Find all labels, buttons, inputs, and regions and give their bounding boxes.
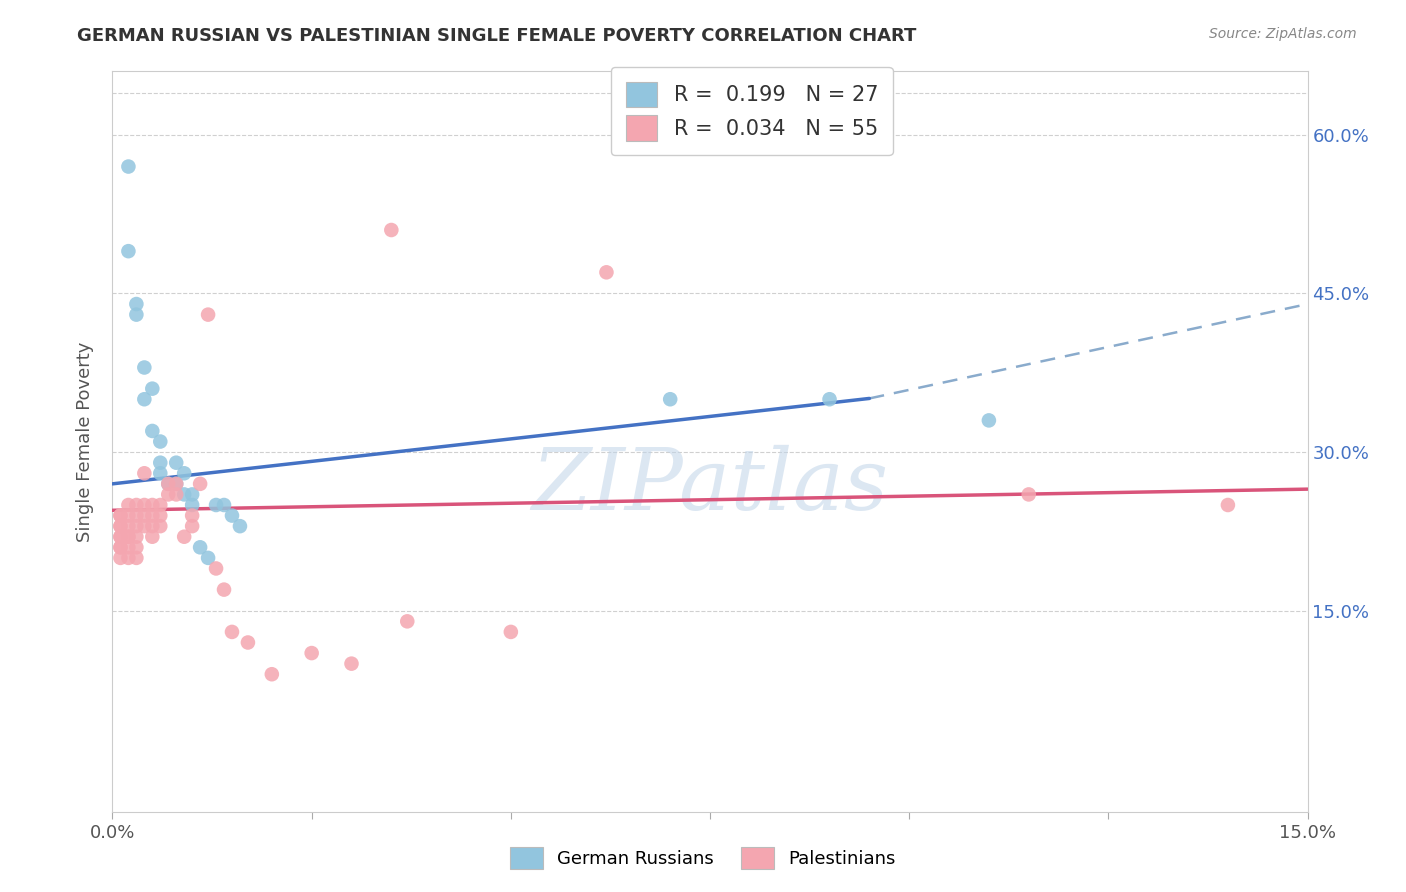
Point (149, 508, 172, 523)
Point (236, 635, 259, 649)
Text: GERMAN RUSSIAN VS PALESTINIAN SINGLE FEMALE POVERTY CORRELATION CHART: GERMAN RUSSIAN VS PALESTINIAN SINGLE FEM… (77, 27, 917, 45)
Point (141, 519, 163, 533)
Point (110, 530, 132, 544)
Point (134, 498, 156, 512)
Point (181, 498, 204, 512)
Point (212, 498, 235, 512)
Point (659, 392, 682, 407)
Point (157, 476, 180, 491)
Point (188, 476, 211, 491)
Point (117, 530, 139, 544)
Point (125, 519, 148, 533)
Point (117, 160, 139, 174)
Point (125, 297, 148, 311)
Point (595, 265, 617, 279)
Point (125, 550, 148, 565)
Point (149, 456, 172, 470)
Point (134, 467, 156, 481)
Point (197, 550, 219, 565)
Point (205, 498, 228, 512)
Point (110, 530, 132, 544)
Point (141, 424, 163, 438)
Point (125, 498, 148, 512)
Point (181, 487, 204, 501)
Point (165, 487, 187, 501)
Point (229, 519, 252, 533)
Text: ZIPatlas: ZIPatlas (531, 444, 889, 527)
Point (173, 530, 195, 544)
Point (157, 487, 180, 501)
Point (134, 360, 156, 375)
Point (301, 646, 323, 660)
Point (125, 308, 148, 322)
Point (212, 582, 235, 597)
Point (977, 413, 1000, 427)
Point (340, 657, 363, 671)
Point (181, 508, 204, 523)
Point (110, 550, 132, 565)
Y-axis label: Single Female Poverty: Single Female Poverty (76, 342, 94, 541)
Point (165, 456, 187, 470)
Point (149, 519, 172, 533)
Point (134, 508, 156, 523)
Point (117, 498, 139, 512)
Point (149, 498, 172, 512)
Point (165, 476, 187, 491)
Point (141, 498, 163, 512)
Point (173, 467, 195, 481)
Point (1216, 498, 1239, 512)
Point (117, 541, 139, 555)
Point (181, 519, 204, 533)
Point (141, 530, 163, 544)
Point (221, 508, 243, 523)
Point (110, 519, 132, 533)
Point (173, 487, 195, 501)
Point (134, 519, 156, 533)
Point (205, 561, 228, 575)
Point (141, 508, 163, 523)
Legend: German Russians, Palestinians: German Russians, Palestinians (502, 838, 904, 879)
Point (117, 550, 139, 565)
Point (149, 434, 172, 449)
Point (125, 530, 148, 544)
Point (110, 519, 132, 533)
Point (134, 392, 156, 407)
Point (110, 508, 132, 523)
Point (165, 476, 187, 491)
Point (125, 508, 148, 523)
Point (125, 541, 148, 555)
Text: Source: ZipAtlas.com: Source: ZipAtlas.com (1209, 27, 1357, 41)
Point (149, 467, 172, 481)
Point (141, 382, 163, 396)
Point (380, 223, 402, 237)
Point (197, 308, 219, 322)
Point (117, 519, 139, 533)
Legend: R =  0.199   N = 27, R =  0.034   N = 55: R = 0.199 N = 27, R = 0.034 N = 55 (612, 67, 893, 155)
Point (110, 541, 132, 555)
Point (117, 508, 139, 523)
Point (1018, 487, 1040, 501)
Point (117, 530, 139, 544)
Point (117, 244, 139, 259)
Point (396, 615, 419, 629)
Point (157, 476, 180, 491)
Point (188, 541, 211, 555)
Point (260, 667, 283, 681)
Point (110, 508, 132, 523)
Point (499, 624, 522, 639)
Point (818, 392, 841, 407)
Point (221, 624, 243, 639)
Point (110, 541, 132, 555)
